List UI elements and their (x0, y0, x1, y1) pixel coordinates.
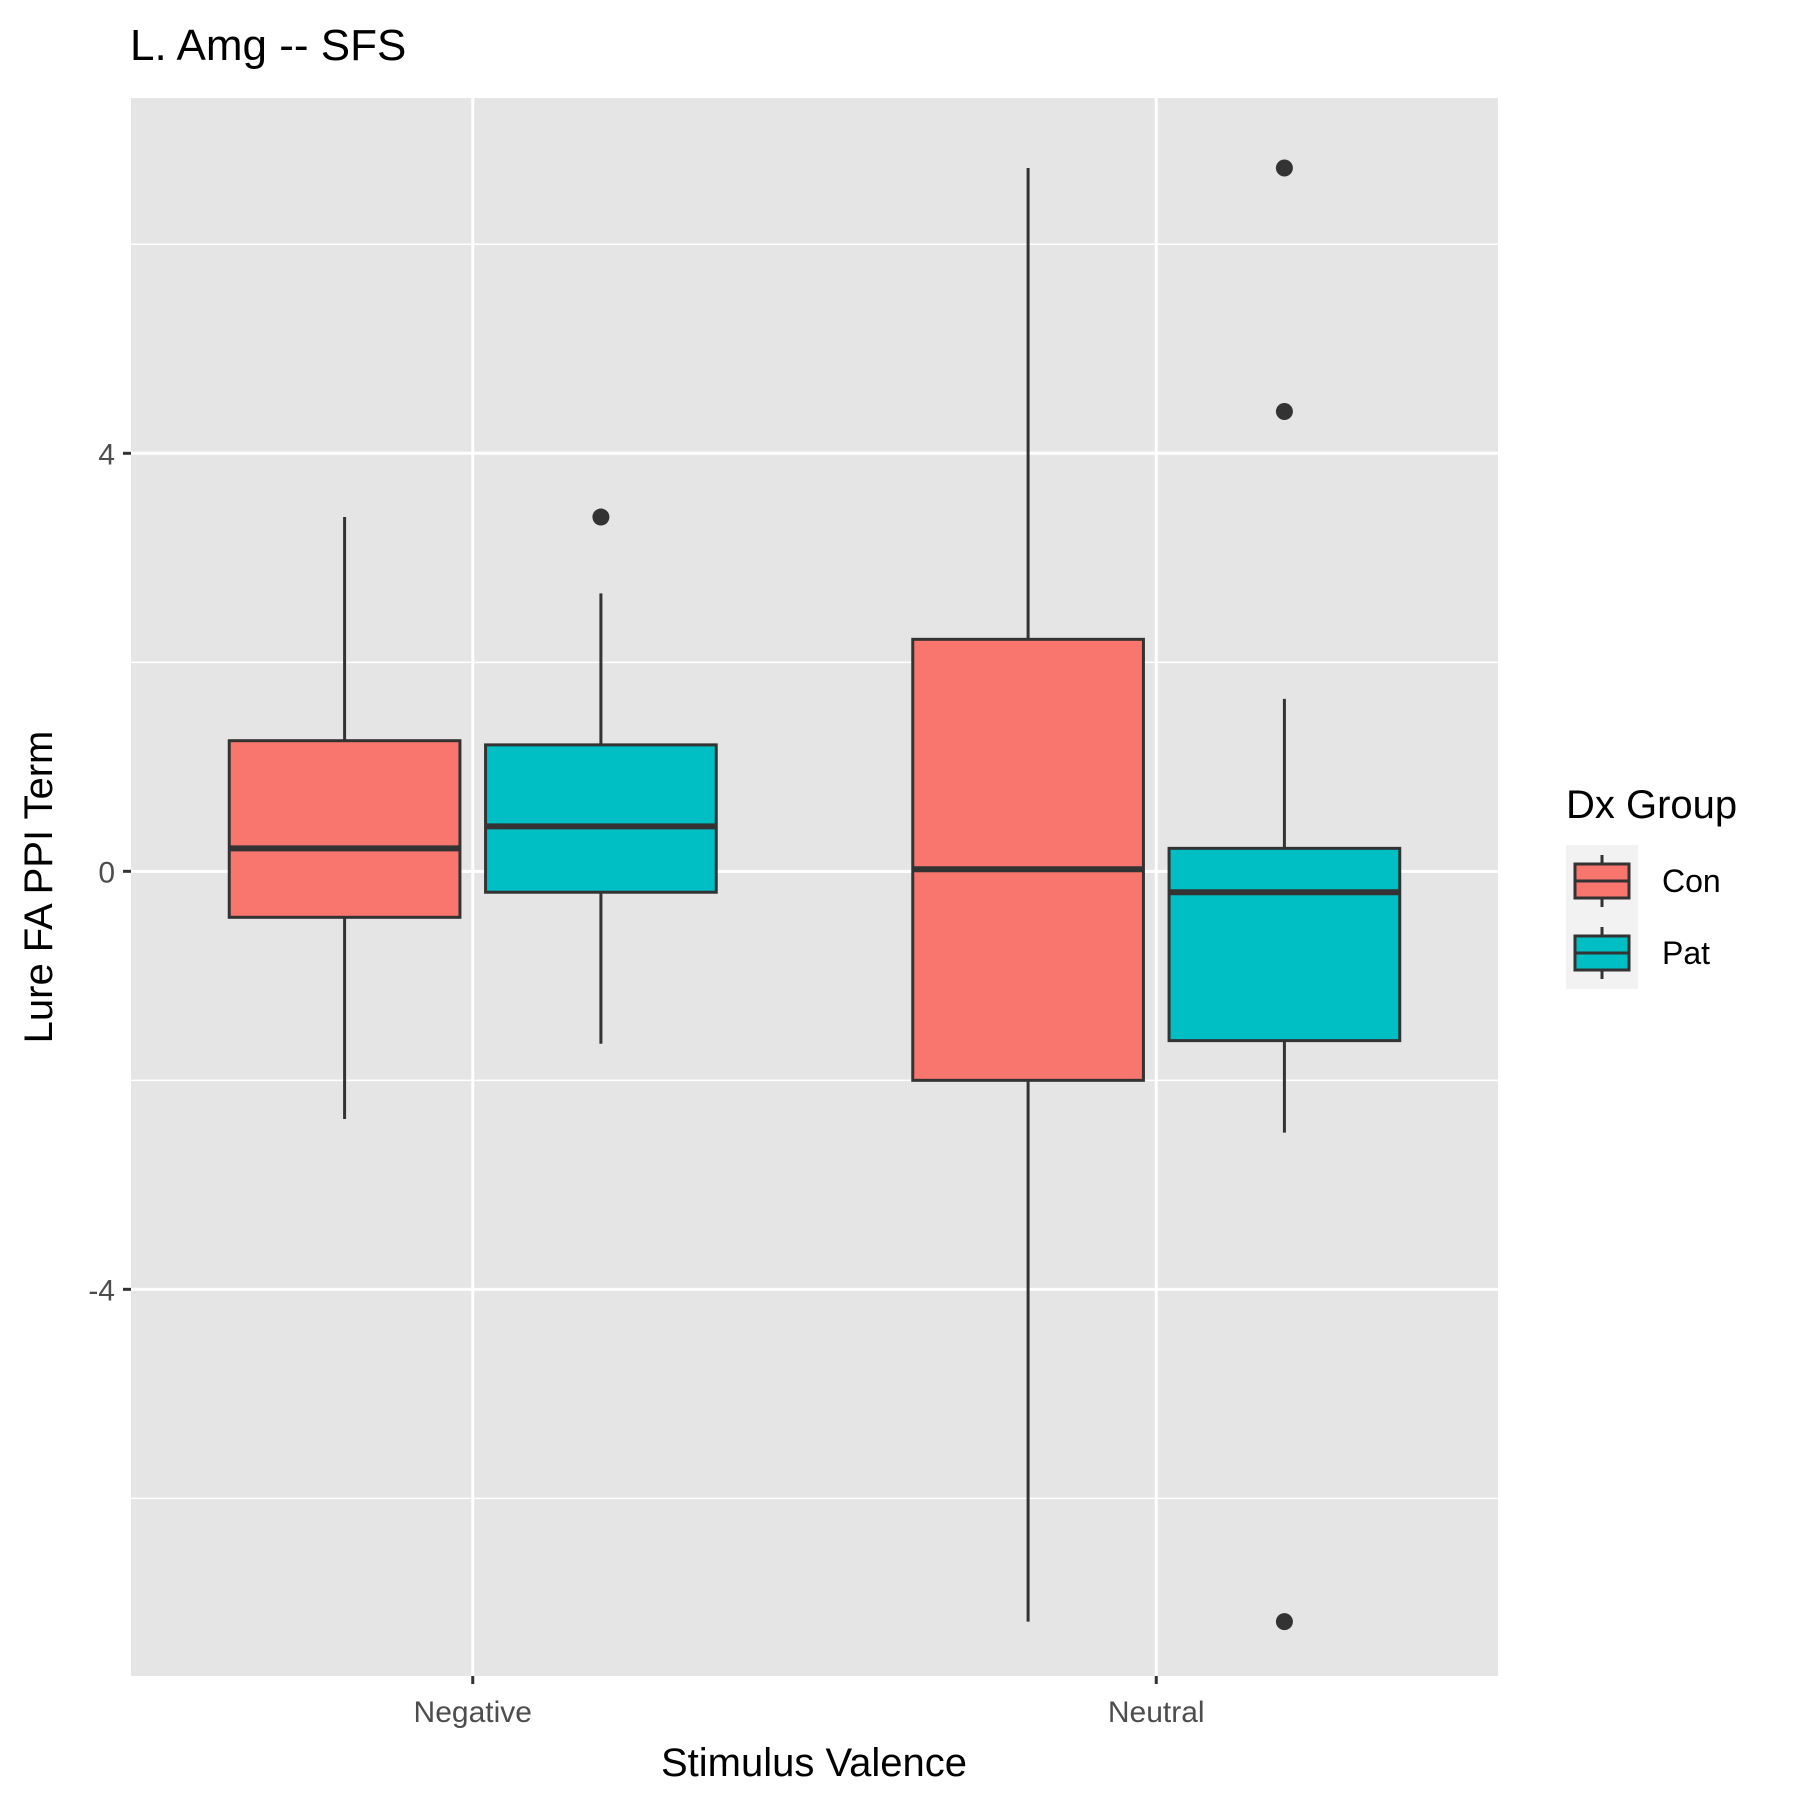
box-con-negative (227, 517, 462, 1119)
x-tick-label: Neutral (1108, 1696, 1205, 1729)
box-layer (227, 159, 1402, 1631)
legend-keys: Con Pat (1566, 845, 1721, 989)
box-body (911, 637, 1145, 1082)
legend-label: Con (1662, 863, 1721, 899)
outlier-point (1275, 159, 1293, 177)
legend: Dx Group Con Pat (1566, 783, 1737, 989)
box-body (484, 743, 718, 894)
box-body (1167, 846, 1402, 1043)
box-pat-negative (484, 508, 718, 1044)
y-tick-label: 4 (98, 438, 115, 471)
x-axis-title: Stimulus Valence (661, 1741, 967, 1785)
x-axis: Negative Neutral (414, 1676, 1205, 1729)
outlier-point (1275, 1613, 1293, 1631)
outlier-point (1275, 403, 1293, 421)
box-body (227, 739, 462, 919)
y-tick-label: -4 (88, 1274, 115, 1307)
legend-title: Dx Group (1566, 783, 1737, 827)
box-con-neutral (911, 168, 1145, 1622)
chart-title: L. Amg -- SFS (130, 21, 406, 70)
box-pat-neutral (1167, 159, 1402, 1631)
x-tick-label: Negative (414, 1696, 532, 1729)
legend-label: Pat (1662, 935, 1710, 971)
y-axis-title: Lure FA PPI Term (17, 731, 61, 1044)
y-axis: -4 0 4 (88, 438, 131, 1307)
y-tick-label: 0 (98, 856, 115, 889)
outlier-point (592, 508, 610, 526)
